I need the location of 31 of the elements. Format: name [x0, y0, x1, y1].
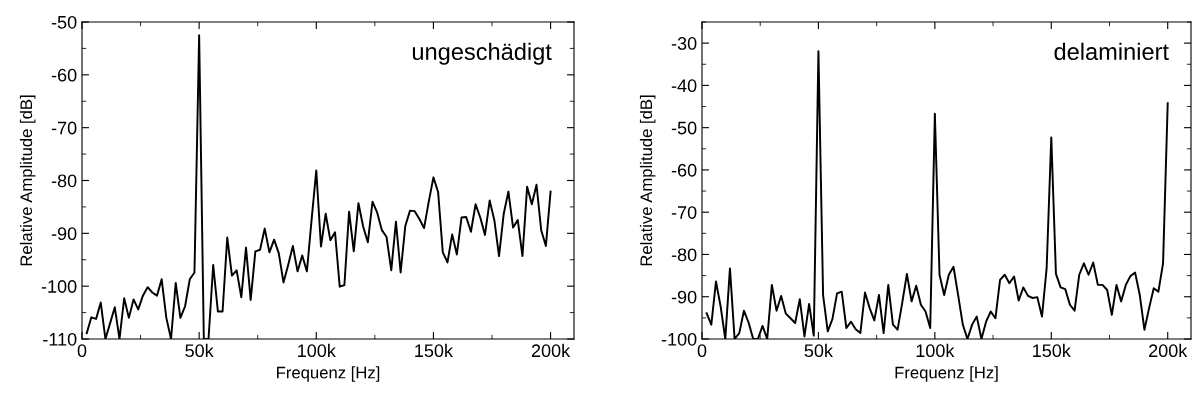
- x-tick-label: 100k: [916, 343, 955, 358]
- annotation: ungeschädigt: [412, 42, 552, 65]
- y-tick-label: -50: [51, 15, 77, 29]
- y-tick-label: -100: [661, 332, 697, 346]
- y-axis-title: Relative Amplitude [dB]: [19, 95, 36, 266]
- x-tick-label: 150k: [415, 343, 454, 358]
- y-tick-label: -80: [671, 248, 697, 262]
- y-tick-label: -110: [43, 332, 77, 346]
- x-tick-label: 200k: [531, 343, 571, 358]
- x-tick-label: 0: [697, 344, 707, 358]
- x-tick-label: 50k: [185, 343, 214, 358]
- y-tick-label: -50: [671, 121, 697, 135]
- x-tick-label: 50k: [804, 343, 834, 358]
- y-tick-label: -40: [671, 79, 697, 93]
- y-tick-label: -90: [671, 290, 697, 304]
- x-tick-label: 0: [77, 344, 87, 358]
- annotation: delaminiert: [1054, 42, 1169, 61]
- y-tick-label: -100: [41, 280, 77, 293]
- y-tick-label: -80: [51, 174, 77, 188]
- y-tick-label: -60: [671, 163, 697, 177]
- y-tick-label: -70: [671, 206, 697, 219]
- x-tick-label: 150k: [1033, 343, 1071, 358]
- x-axis-title: Frequenz [Hz]: [277, 366, 380, 382]
- y-tick-label: -70: [51, 121, 77, 135]
- y-axis-title: Relative Amplitude [dB]: [639, 95, 656, 266]
- x-axis-title: Frequenz [Hz]: [895, 366, 998, 382]
- x-tick-label: 100k: [298, 343, 336, 358]
- y-tick-label: -30: [671, 37, 697, 50]
- y-tick-label: -90: [51, 227, 77, 241]
- x-tick-label: 200k: [1149, 343, 1188, 358]
- y-tick-label: -60: [51, 68, 77, 82]
